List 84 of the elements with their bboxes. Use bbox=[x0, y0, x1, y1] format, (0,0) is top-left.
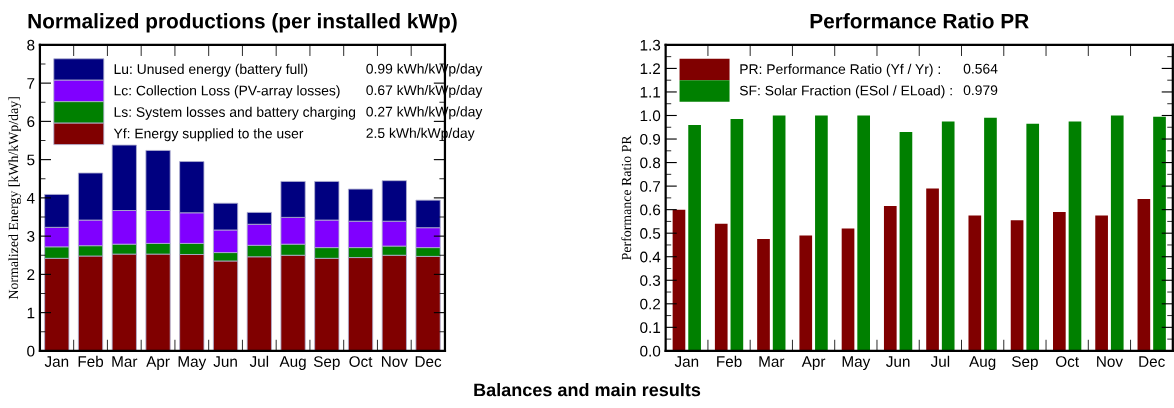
y-tick-label: 7 bbox=[27, 78, 35, 89]
y-tick-label: 1.3 bbox=[640, 39, 661, 51]
y-tick-label: 8 bbox=[27, 39, 35, 51]
bar bbox=[799, 235, 813, 351]
category-label: Dec bbox=[415, 356, 442, 367]
chart-title: Performance Ratio PR bbox=[810, 13, 1029, 29]
bar bbox=[941, 121, 955, 351]
category-label: May bbox=[842, 356, 871, 370]
annotation: 0.979 bbox=[963, 85, 998, 96]
bar bbox=[1010, 220, 1024, 351]
y-tick-label: 5 bbox=[27, 154, 35, 166]
category-label: Jun bbox=[213, 356, 237, 367]
category-label: Oct bbox=[349, 356, 373, 367]
bar bbox=[772, 115, 786, 351]
bar bbox=[688, 124, 701, 351]
legend-label: Lc: Collection Loss (PV-array losses) bbox=[114, 85, 340, 99]
category-label: Jan bbox=[674, 356, 699, 367]
y-tick-label: 3 bbox=[27, 231, 35, 242]
bar bbox=[926, 188, 939, 351]
category-label: Apr bbox=[146, 356, 170, 370]
y-tick-label: 0.8 bbox=[640, 157, 661, 169]
y-tick-label: 0.1 bbox=[640, 322, 661, 334]
category-label: Jun bbox=[886, 356, 910, 367]
bar bbox=[883, 206, 897, 351]
bar bbox=[968, 215, 982, 351]
category-label: Jul bbox=[930, 355, 950, 367]
category-label: Mar bbox=[759, 356, 785, 367]
bar bbox=[841, 228, 855, 351]
y-tick-label: 1.1 bbox=[640, 86, 661, 98]
y-axis-title: Performance Ratio PR bbox=[621, 135, 632, 260]
y-tick-label: 1.2 bbox=[640, 63, 661, 74]
y-tick-label: 4 bbox=[26, 192, 35, 204]
legend-label: Lu: Unused energy (battery full) bbox=[114, 63, 308, 77]
y-tick-label: 6 bbox=[27, 116, 35, 128]
category-label: Dec bbox=[1139, 356, 1165, 367]
category-label: Aug bbox=[969, 356, 996, 370]
bar bbox=[1095, 215, 1108, 351]
bar bbox=[899, 131, 913, 351]
category-label: Nov bbox=[381, 356, 408, 367]
category-label: Feb bbox=[78, 355, 104, 367]
chart-title: Normalized productions (per installed kWp) bbox=[28, 13, 457, 33]
category-label: Nov bbox=[1097, 356, 1123, 367]
bar bbox=[815, 115, 828, 351]
y-tick-label: 0.9 bbox=[640, 133, 661, 145]
bar bbox=[1153, 116, 1166, 351]
bar bbox=[757, 239, 770, 351]
text: Balances and main results bbox=[474, 383, 701, 397]
bar bbox=[672, 209, 686, 351]
bar bbox=[1053, 212, 1066, 351]
legend-label: Ls: System losses and battery charging bbox=[114, 106, 356, 120]
category-label: Jul bbox=[249, 355, 269, 367]
y-tick-label: 0.3 bbox=[640, 275, 661, 286]
y-tick-label: 0.0 bbox=[640, 345, 661, 357]
bar bbox=[730, 119, 744, 351]
legend-label: SF: Solar Fraction (ESol / ELoad) : bbox=[739, 85, 952, 99]
bar bbox=[1068, 121, 1082, 351]
bar bbox=[857, 115, 870, 351]
category-label: Sep bbox=[1012, 356, 1038, 370]
category-label: Oct bbox=[1056, 356, 1079, 367]
category-label: Feb bbox=[717, 355, 742, 367]
category-label: Jan bbox=[44, 356, 69, 367]
y-tick-label: 0 bbox=[27, 345, 35, 357]
bar bbox=[714, 223, 728, 351]
category-label: Mar bbox=[112, 356, 138, 367]
category-label: Apr bbox=[801, 356, 826, 370]
y-tick-label: 0.2 bbox=[640, 298, 661, 310]
category-label: Aug bbox=[279, 356, 306, 370]
y-tick-label: 1 bbox=[27, 307, 35, 319]
y-tick-label: 1.0 bbox=[640, 110, 661, 122]
legend-label: PR: Performance Ratio (Yf / Yr) : bbox=[740, 63, 940, 77]
y-tick-label: 2 bbox=[27, 269, 35, 280]
annotation: 0.564 bbox=[963, 63, 998, 74]
bar bbox=[1137, 199, 1151, 351]
y-tick-label: 0.6 bbox=[640, 204, 661, 216]
y-tick-label: 0.4 bbox=[640, 251, 661, 263]
category-label: May bbox=[178, 356, 207, 370]
bar bbox=[1026, 123, 1040, 351]
y-tick-label: 0.5 bbox=[640, 228, 661, 239]
y-axis-title: Normalized Energy [kWh/kWp/day] bbox=[8, 97, 21, 300]
bar bbox=[1110, 115, 1124, 351]
y-tick-label: 0.7 bbox=[640, 180, 661, 192]
legend-label: Yf: Energy supplied to the user bbox=[113, 128, 304, 142]
bar bbox=[984, 117, 997, 351]
category-label: Sep bbox=[313, 356, 340, 370]
